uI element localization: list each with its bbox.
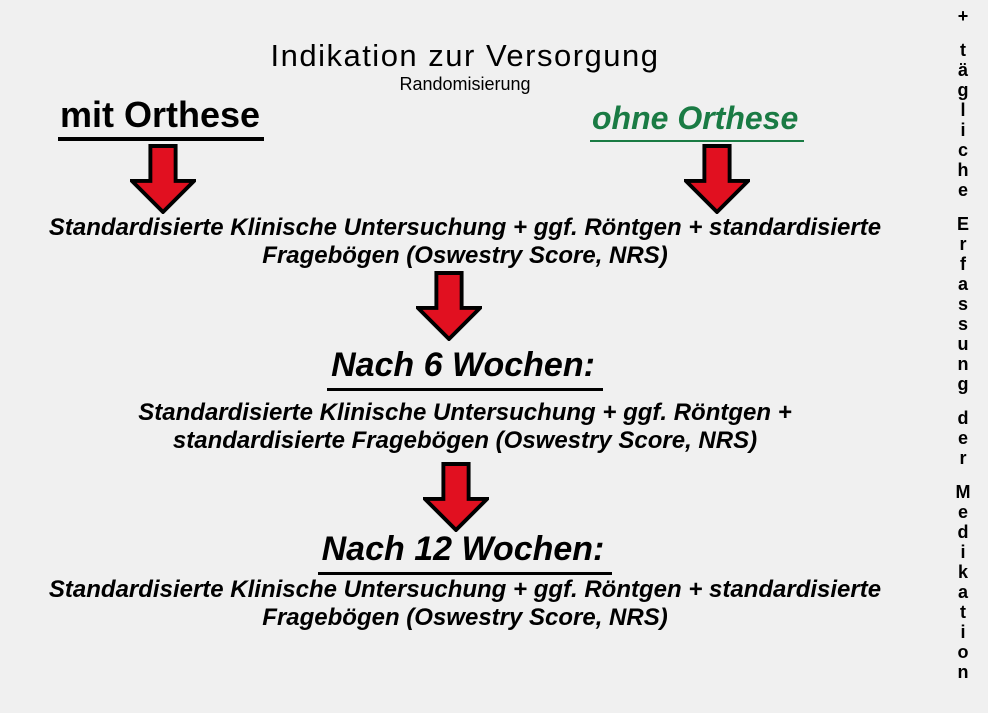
six-week-exam-text: Standardisierte Klinische Untersuchung +… xyxy=(0,399,930,455)
page-title: Indikation zur Versorgung xyxy=(270,38,660,73)
down-arrow-icon xyxy=(130,144,196,214)
six-week-exam-line1: Standardisierte Klinische Untersuchung +… xyxy=(138,399,792,426)
branch-without-orthosis-label: ohne Orthese xyxy=(590,100,805,142)
baseline-exam-line1: Standardisierte Klinische Untersuchung +… xyxy=(48,214,882,241)
twelve-week-exam-line1: Standardisierte Klinische Untersuchung +… xyxy=(48,576,882,603)
down-arrow-icon xyxy=(423,462,489,532)
stage-heading-6-weeks: Nach 6 Wochen: xyxy=(327,346,603,391)
stage-heading-6-weeks-wrap: Nach 6 Wochen: xyxy=(0,346,930,391)
six-week-exam-line2: standardisierte Fragebögen (Oswestry Sco… xyxy=(172,427,758,454)
baseline-exam-line2: Fragebögen (Oswestry Score, NRS) xyxy=(262,242,668,269)
branch-with-orthosis-label: mit Orthese xyxy=(58,94,265,141)
stage-heading-12-weeks: Nach 12 Wochen: xyxy=(317,530,613,575)
down-arrow-icon xyxy=(416,271,482,341)
down-arrow-icon xyxy=(684,144,750,214)
twelve-week-exam-text: Standardisierte Klinische Untersuchung +… xyxy=(0,576,930,632)
twelve-week-exam-line2: Fragebögen (Oswestry Score, NRS) xyxy=(262,604,668,631)
randomization-label: Randomisierung xyxy=(399,74,531,94)
stage-heading-12-weeks-wrap: Nach 12 Wochen: xyxy=(0,530,930,575)
baseline-exam-text: Standardisierte Klinische Untersuchung +… xyxy=(0,214,930,270)
